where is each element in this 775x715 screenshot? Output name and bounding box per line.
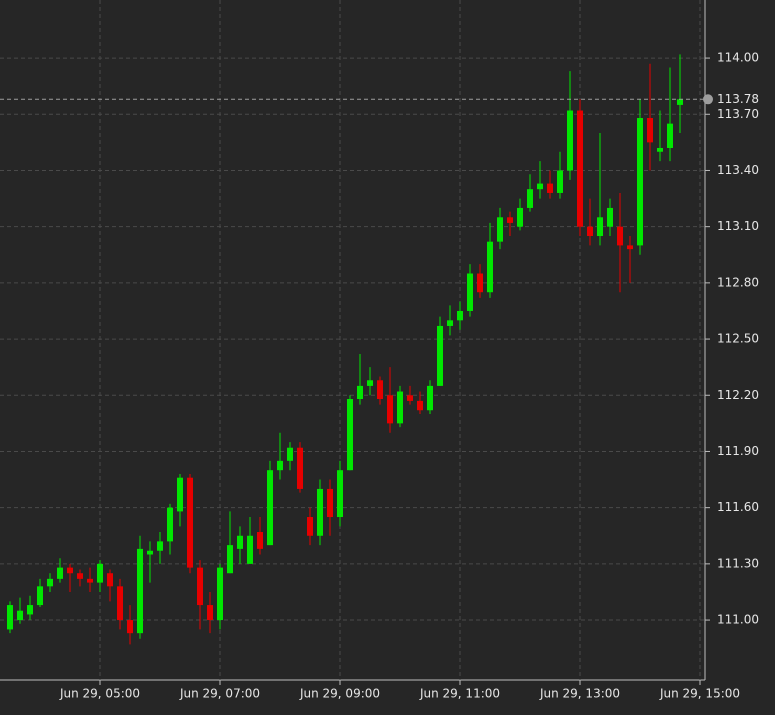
candle-body [387,395,393,424]
candle-body [77,573,83,579]
candle-body [627,245,633,250]
y-tick-label: 112.50 [717,332,759,346]
y-tick-label: 111.30 [717,556,759,570]
candle-body [297,447,303,489]
candle-body [137,548,143,634]
candle-body [47,578,53,587]
candle-body [397,391,403,424]
candle-body [567,110,573,171]
candle-body [117,586,123,621]
candle-body [217,567,223,621]
y-tick-label: 114.00 [717,51,759,65]
candle-body [407,395,413,401]
candle-body [267,470,273,546]
candle-body [427,385,433,411]
last-price-label: 113.78 [717,92,759,106]
x-tick-label: Jun 29, 15:00 [659,687,740,701]
candle-body [507,217,513,223]
x-tick-label: Jun 29, 09:00 [299,687,380,701]
y-tick-label: 113.10 [717,219,759,233]
candle-body [547,183,553,193]
y-tick-label: 112.80 [717,275,759,289]
y-tick-label: 113.40 [717,163,759,177]
candle-body [677,99,683,105]
candle-body [177,477,183,512]
candle-body [97,563,103,583]
candle-body [227,545,233,574]
candle-body [247,535,253,564]
candle-body [647,118,653,143]
candle-body [497,217,503,242]
candle-body [57,567,63,579]
candle-body [277,460,283,471]
candle-body [157,541,163,551]
candle-body [367,380,373,386]
candle-body [437,325,443,386]
candle-body [67,567,73,574]
candle-body [287,447,293,461]
candle-body [197,567,203,606]
candle-body [577,110,583,227]
candle-body [327,488,333,518]
candle-body [207,605,213,621]
candle-body [487,241,493,293]
x-tick-label: Jun 29, 05:00 [59,687,140,701]
y-tick-label: 112.20 [717,388,759,402]
y-tick-label: 111.90 [717,444,759,458]
candle-body [107,573,113,587]
candle-body [377,380,383,400]
x-tick-label: Jun 29, 13:00 [539,687,620,701]
candle-body [337,470,343,518]
x-tick-label: Jun 29, 07:00 [179,687,260,701]
candle-body [597,217,603,237]
last-price-marker [703,94,713,105]
candle-body [637,118,643,246]
candle-body [17,610,23,621]
y-tick-label: 111.60 [717,500,759,514]
candle-body [357,385,363,400]
candle-body [617,226,623,246]
candle-body [37,586,43,606]
candle-body [447,320,453,326]
candle-body [667,123,673,148]
y-tick-label: 111.00 [717,613,759,627]
candle-body [347,399,353,471]
candle-body [27,605,33,615]
candle-body [147,550,153,555]
candle-body [257,532,263,549]
candle-body [477,273,483,293]
candle-body [527,189,533,208]
candle-body [237,535,243,549]
candle-body [457,310,463,321]
candle-body [537,183,543,190]
candle-body [417,400,423,411]
candle-body [167,507,173,542]
candle-body [517,207,523,227]
candle-body [657,147,663,152]
candle-body [607,207,613,227]
candle-body [187,477,193,568]
candle-body [307,517,313,536]
y-tick-label: 113.70 [717,107,759,121]
candle-body [317,488,323,536]
candle-body [587,226,593,237]
candle-body [557,170,563,193]
x-tick-label: Jun 29, 11:00 [419,687,500,701]
candle-body [7,605,13,630]
candle-body [467,273,473,311]
candle-body [127,620,133,634]
candle-body [87,578,93,583]
